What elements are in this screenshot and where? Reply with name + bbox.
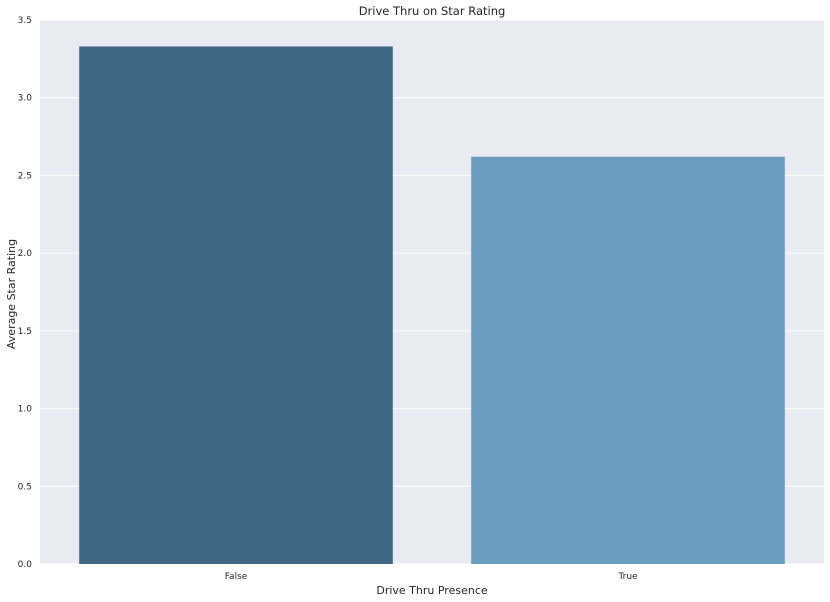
y-tick-label: 3.5 (18, 16, 32, 26)
chart-title: Drive Thru on Star Rating (359, 4, 506, 18)
x-axis-ticks: False True (225, 572, 638, 582)
x-tick-label: True (617, 572, 638, 582)
y-tick-label: 0.5 (18, 482, 32, 492)
bars (79, 46, 785, 565)
x-axis-label: Drive Thru Presence (376, 584, 488, 597)
y-tick-label: 2.5 (18, 171, 32, 181)
y-tick-label: 2.0 (18, 249, 33, 259)
y-axis-ticks: 0.0 0.5 1.0 1.5 2.0 2.5 3.0 3.5 (18, 16, 33, 570)
y-tick-label: 1.5 (18, 327, 32, 337)
y-tick-label: 0.0 (18, 560, 33, 570)
bar-true (471, 156, 785, 564)
x-tick-label: False (225, 572, 248, 582)
y-tick-label: 3.0 (18, 94, 33, 104)
y-axis-label: Average Star Rating (5, 239, 18, 349)
y-tick-label: 1.0 (18, 405, 33, 415)
bar-false (79, 46, 393, 565)
